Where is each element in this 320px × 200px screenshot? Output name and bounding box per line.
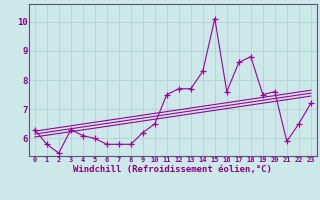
- X-axis label: Windchill (Refroidissement éolien,°C): Windchill (Refroidissement éolien,°C): [73, 165, 272, 174]
